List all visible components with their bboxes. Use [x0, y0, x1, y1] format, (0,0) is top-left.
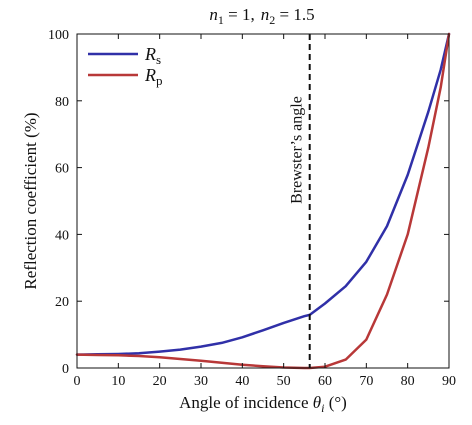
x-tick-label: 70 [359, 374, 373, 389]
x-tick-label: 90 [442, 374, 456, 389]
y-tick-label: 80 [55, 95, 69, 110]
plot-area [75, 32, 451, 370]
x-axis: 0 10 20 30 40 50 60 70 80 90 [74, 34, 456, 389]
x-tick-label: 30 [194, 374, 208, 389]
x-tick-label: 80 [401, 374, 415, 389]
y-axis: 0 20 40 60 80 100 [48, 28, 449, 377]
x-axis-label: Angle of incidence θi (°) [179, 393, 347, 415]
y-tick-label: 100 [48, 28, 69, 43]
x-tick-label: 50 [277, 374, 291, 389]
legend-label-rs: Rs [144, 44, 161, 67]
y-tick-label: 40 [55, 228, 69, 243]
chart-title: n1 = 1, n2 = 1.5 [209, 5, 314, 27]
series-line-rp [75, 32, 451, 370]
series-line-rs [75, 32, 451, 356]
y-tick-label: 0 [62, 362, 69, 377]
y-tick-label: 20 [55, 295, 69, 310]
y-axis-label: Reflection coefficient (%) [21, 112, 40, 289]
x-tick-label: 10 [111, 374, 125, 389]
x-tick-label: 40 [235, 374, 249, 389]
plot-frame [76, 33, 450, 369]
y-tick-label: 60 [55, 162, 69, 177]
annotations: Brewster’s angle [289, 34, 311, 368]
x-tick-label: 20 [153, 374, 167, 389]
legend: Rs Rp [88, 44, 163, 88]
x-tick-label: 60 [318, 374, 332, 389]
brewster-angle-label: Brewster’s angle [289, 96, 306, 204]
x-tick-label: 0 [74, 374, 81, 389]
legend-label-rp: Rp [144, 65, 163, 88]
